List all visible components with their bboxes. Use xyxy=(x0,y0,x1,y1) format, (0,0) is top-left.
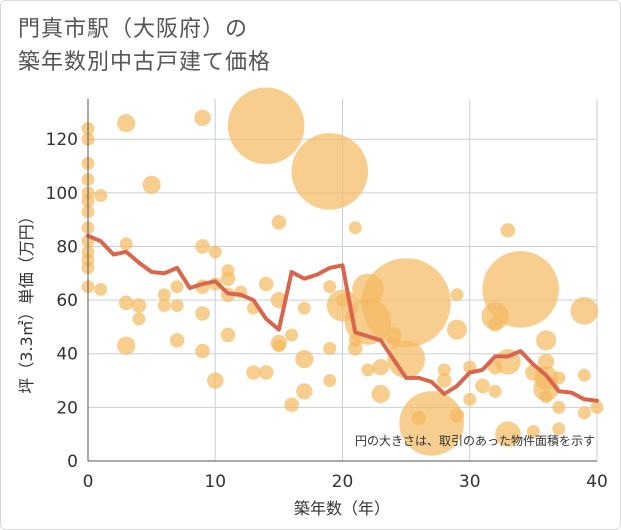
scatter-point xyxy=(169,333,185,348)
scatter-point xyxy=(258,365,274,380)
scatter-point xyxy=(94,189,108,203)
scatter-point xyxy=(323,374,337,388)
line-layer xyxy=(86,233,599,403)
scatter-point xyxy=(195,306,210,321)
scatter-point xyxy=(170,280,184,294)
scatter-point xyxy=(296,383,313,400)
scatter-point xyxy=(291,133,369,210)
scatter-point xyxy=(227,87,305,165)
scatter-point xyxy=(348,221,362,235)
size-note: 円の大きさは、取引のあった物件面積を示す xyxy=(355,433,595,448)
ticks: 0 20 40 60 80 100 120 0 10 20 30 40 xyxy=(46,130,608,492)
scatter-point xyxy=(372,358,389,376)
scatter-point xyxy=(437,363,451,377)
scatter-point xyxy=(207,372,224,389)
scatter-point xyxy=(157,298,171,312)
scatter-point xyxy=(118,295,134,311)
scatter-point xyxy=(387,340,426,379)
x-tick-label: 20 xyxy=(332,472,354,492)
scatter-point xyxy=(295,350,314,369)
scatter-point xyxy=(371,384,390,404)
scatter-point xyxy=(258,276,274,292)
chart-title-line2: 築年数別中古戸建て価格 xyxy=(18,50,272,75)
scatter-point xyxy=(449,408,465,423)
scatter-point xyxy=(577,406,591,420)
scatter-point xyxy=(284,397,299,412)
scatter-point xyxy=(323,280,337,294)
scatter-point xyxy=(285,328,299,342)
scatter-point xyxy=(208,245,222,259)
scatter-point xyxy=(447,319,468,340)
x-tick-label: 40 xyxy=(586,472,608,492)
x-tick-label: 30 xyxy=(459,472,481,492)
scatter-point xyxy=(220,271,236,286)
chart-title-line1: 門真市駅（大阪府）の xyxy=(18,17,249,42)
y-tick-label: 100 xyxy=(46,184,78,204)
bubbles xyxy=(81,87,604,456)
scatter-point xyxy=(399,391,464,456)
y-tick-label: 0 xyxy=(67,452,78,472)
y-tick-label: 120 xyxy=(46,130,78,150)
scatter-point xyxy=(195,239,210,254)
scatter-point xyxy=(539,390,553,404)
scatter-point xyxy=(475,378,490,394)
scatter-point xyxy=(537,353,555,370)
x-tick-label: 10 xyxy=(204,472,226,492)
scatter-point xyxy=(577,368,591,382)
y-tick-label: 60 xyxy=(56,291,78,311)
scatter-point xyxy=(170,298,184,312)
x-axis-label: 築年数（年） xyxy=(294,499,390,518)
scatter-point xyxy=(117,114,136,133)
scatter-point xyxy=(500,223,516,238)
y-tick-label: 80 xyxy=(56,237,78,257)
scatter-point xyxy=(132,312,146,326)
scatter-point xyxy=(570,297,599,325)
scatter-point xyxy=(552,371,566,385)
scatter-point xyxy=(271,215,287,230)
scatter-point xyxy=(552,400,566,414)
scatter-point xyxy=(94,282,108,296)
y-tick-label: 20 xyxy=(56,398,78,418)
y-axis-label: 坪（3.3㎡）単価（万円） xyxy=(17,208,36,393)
scatter-point xyxy=(482,251,559,328)
scatter-point xyxy=(347,341,363,356)
scatter-point xyxy=(437,373,452,388)
scatter-point xyxy=(488,384,502,398)
scatter-point xyxy=(246,365,261,380)
scatter-point xyxy=(590,400,604,414)
scatter-point xyxy=(157,288,171,302)
scatter-point xyxy=(194,109,211,126)
scatter-point xyxy=(361,363,375,377)
scatter-point xyxy=(195,343,210,359)
scatter-point xyxy=(495,421,521,447)
scatter-point xyxy=(119,237,133,251)
scatter-point xyxy=(450,288,464,302)
scatter-point xyxy=(272,339,286,353)
scatter-point xyxy=(526,425,540,439)
scatter-point xyxy=(220,327,236,343)
chart-title: 門真市駅（大阪府）の 築年数別中古戸建て価格 xyxy=(18,13,271,79)
scatter-point xyxy=(131,298,147,313)
scatter-point xyxy=(117,336,136,355)
axes xyxy=(87,99,597,462)
scatter-point xyxy=(552,422,566,436)
y-tick-label: 40 xyxy=(56,345,78,365)
scatter-point xyxy=(142,175,161,194)
scatter-point xyxy=(463,392,477,406)
scatter-point xyxy=(361,258,451,348)
scatter-point xyxy=(323,341,337,355)
scatter-point xyxy=(297,301,311,315)
x-tick-label: 0 xyxy=(83,472,94,492)
average-price-line xyxy=(86,233,599,403)
scatter-point xyxy=(536,330,557,351)
